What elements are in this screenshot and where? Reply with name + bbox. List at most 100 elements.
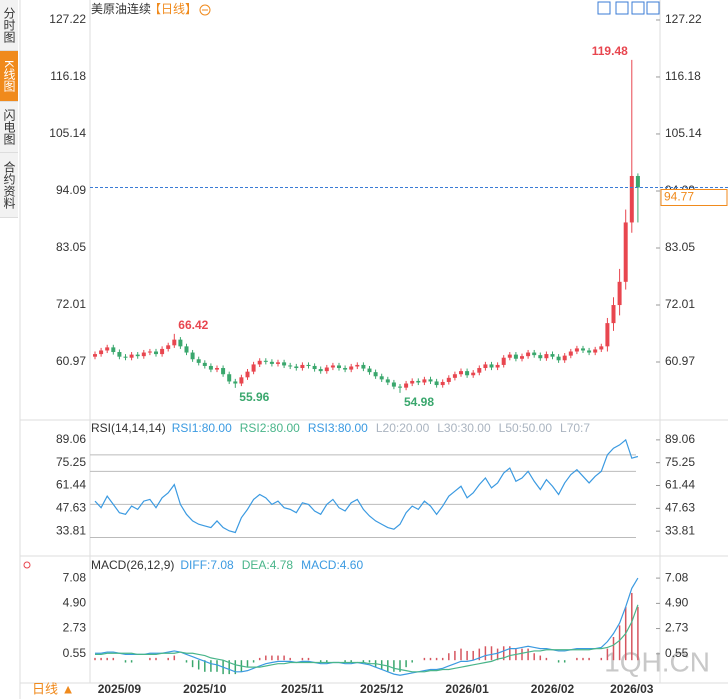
- candle-body: [562, 355, 567, 361]
- candle-body: [147, 351, 152, 353]
- candle-body: [452, 374, 457, 378]
- candle-body: [221, 368, 226, 375]
- y-tick-label: 83.05: [56, 240, 86, 254]
- toolbar[interactable]: [597, 1, 660, 15]
- panel-legend: RSI2:80.00: [240, 421, 300, 435]
- candle-body: [373, 372, 378, 377]
- chart-title: 美原油连续: [91, 1, 151, 16]
- y-tick-label: 89.06: [56, 432, 86, 446]
- tab-flash[interactable]: 闪电图: [0, 102, 18, 153]
- x-tick-label: 2026/03: [610, 682, 654, 696]
- candle-body: [99, 350, 104, 355]
- candle-body: [190, 352, 195, 360]
- candle-body: [117, 352, 122, 357]
- candle-body: [349, 366, 354, 370]
- series-line: [94, 438, 639, 534]
- candle-body: [288, 365, 293, 367]
- candle-body: [526, 352, 531, 357]
- candle-body: [434, 381, 439, 386]
- candle-body: [544, 354, 549, 359]
- tab-minute[interactable]: 分时图: [0, 0, 18, 51]
- candle-body: [465, 371, 470, 376]
- period-label: 【日线】: [149, 2, 197, 16]
- candle-body: [617, 281, 622, 306]
- candle-body: [623, 222, 628, 282]
- y-tick-label: 7.08: [63, 570, 87, 584]
- candle-body: [215, 368, 219, 370]
- candle-body: [404, 383, 409, 388]
- candle-body: [160, 348, 165, 355]
- y-tick-label: 75.25: [56, 455, 86, 469]
- y-tick-label: 83.05: [665, 240, 695, 254]
- x-tick-label: 2026/01: [445, 682, 489, 696]
- candle-body: [416, 380, 421, 383]
- y-tick-label: 47.63: [665, 501, 695, 515]
- y-tick-label: 2.73: [63, 621, 87, 635]
- panel-title: MACD(26,12,9): [91, 558, 174, 572]
- y-tick-label: 105.14: [665, 126, 702, 140]
- tab-contract[interactable]: 合约资料: [0, 153, 18, 218]
- candle-body: [379, 376, 384, 380]
- candle-body: [635, 175, 640, 188]
- x-tick-label: 2025/09: [98, 682, 142, 696]
- candle-body: [391, 382, 396, 387]
- y-tick-label: 60.97: [665, 354, 695, 368]
- candle-body: [440, 381, 445, 386]
- candle-body: [489, 364, 494, 368]
- candle-body: [135, 354, 140, 357]
- series-line: [95, 577, 639, 676]
- zoom-icon[interactable]: [199, 4, 211, 16]
- tab-kline[interactable]: K线图: [0, 51, 18, 102]
- y-tick-label: 0.55: [63, 646, 87, 660]
- extreme-label: 66.42: [178, 318, 208, 332]
- last-price-label: 94.77: [664, 190, 694, 204]
- y-tick-label: 2.73: [665, 621, 689, 635]
- y-tick-label: 7.08: [665, 570, 689, 584]
- y-tick-label: 75.25: [665, 455, 695, 469]
- candle-body: [513, 354, 518, 359]
- y-tick-label: 127.22: [665, 12, 702, 26]
- series-line: [95, 604, 639, 673]
- extreme-label: 119.48: [592, 44, 628, 58]
- candle-body: [477, 368, 482, 373]
- x-tick-label: 2025/12: [360, 682, 404, 696]
- period-switch[interactable]: 日线 ▲: [32, 681, 74, 696]
- candle-body: [611, 305, 616, 324]
- candle-body: [239, 377, 244, 384]
- panel-legend: L30:30.00: [437, 421, 491, 435]
- panel-title: RSI(14,14,14): [91, 421, 166, 435]
- candle-body: [306, 364, 311, 366]
- y-tick-label: 116.18: [50, 69, 86, 83]
- y-tick-label: 60.97: [56, 354, 86, 368]
- x-tick-label: 2025/10: [183, 682, 227, 696]
- candle-body: [428, 379, 433, 382]
- candle-body: [233, 381, 238, 384]
- candle-body: [312, 365, 317, 370]
- y-tick-label: 33.81: [56, 523, 86, 537]
- extreme-label: 55.96: [239, 390, 269, 404]
- candle-body: [227, 374, 232, 382]
- candle-body: [178, 339, 183, 347]
- candle-body: [574, 348, 579, 352]
- candle-body: [93, 354, 97, 357]
- candle-body: [245, 371, 250, 378]
- panel-legend: MACD:4.60: [301, 558, 363, 572]
- y-tick-label: 4.90: [63, 596, 87, 610]
- y-tick-label: 89.06: [665, 432, 695, 446]
- candle-body: [257, 360, 262, 365]
- candle-body: [532, 352, 537, 356]
- candle-body: [483, 364, 488, 369]
- candle-body: [398, 386, 402, 388]
- candle-body: [208, 365, 213, 370]
- settings-icon[interactable]: [23, 561, 31, 569]
- candle-body: [495, 364, 500, 368]
- candle-body: [263, 360, 268, 362]
- y-tick-label: 94.09: [56, 183, 86, 197]
- candle-body: [355, 364, 360, 367]
- x-tick-label: 2026/02: [531, 682, 575, 696]
- candle-body: [422, 379, 427, 383]
- candle-body: [269, 361, 274, 364]
- candle-body: [605, 323, 610, 347]
- y-tick-label: 61.44: [56, 478, 86, 492]
